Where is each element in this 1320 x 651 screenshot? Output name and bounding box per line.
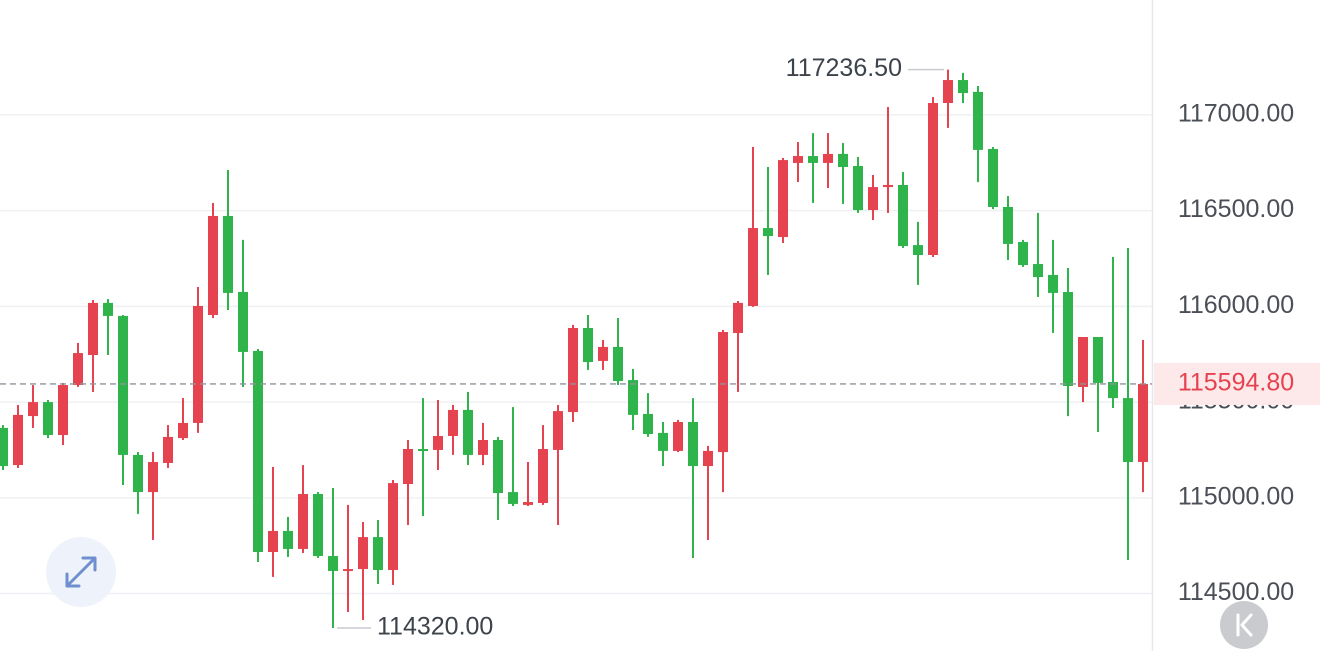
candle-body (538, 448, 548, 503)
back-button[interactable] (1220, 601, 1268, 649)
candle-body (778, 160, 788, 238)
y-tick-label: 115000.00 (1178, 482, 1294, 510)
candle-body (103, 302, 113, 316)
candle-body (463, 409, 473, 455)
candle-body (583, 327, 593, 363)
candle-body (1108, 381, 1118, 399)
candle-body (283, 530, 293, 549)
candle-body (703, 450, 713, 467)
candle-body (808, 156, 818, 163)
candle-body (448, 409, 458, 436)
candle-body (433, 435, 443, 450)
candle-body (1078, 336, 1088, 387)
candle-body (88, 302, 98, 355)
candle-body (313, 493, 323, 557)
candle-body (673, 422, 683, 451)
candle-body (853, 166, 863, 211)
candle-body (358, 537, 368, 570)
candle-body (718, 332, 728, 453)
candle-body (688, 422, 698, 467)
candle-body (28, 402, 38, 417)
last-price-box (1154, 362, 1320, 405)
candle-body (883, 184, 893, 188)
y-tick-label: 117000.00 (1178, 99, 1294, 127)
last-price-label: 115594.80 (1178, 369, 1294, 397)
candle-body (553, 411, 563, 450)
candle-body (298, 493, 308, 549)
candle-body (238, 291, 248, 352)
candle-body (343, 569, 353, 572)
candle-body (973, 91, 983, 150)
y-tick-label: 116500.00 (1178, 195, 1294, 223)
candle-body (898, 184, 908, 247)
candle-body (1003, 206, 1013, 244)
candle-body (493, 439, 503, 494)
candle-body (1063, 291, 1073, 387)
y-tick-label: 114500.00 (1178, 578, 1294, 606)
candle-body (823, 153, 833, 163)
max-label: 117236.50 (786, 54, 902, 82)
candle-body (1093, 336, 1103, 383)
candle-body (403, 448, 413, 485)
labels: 114500.00115000.00115500.00116000.001165… (0, 54, 1320, 641)
candle-body (1138, 383, 1148, 463)
candle-body (763, 228, 773, 237)
candle-body (43, 402, 53, 436)
candle-body (733, 302, 743, 333)
candle-body (523, 502, 533, 505)
candle-body (418, 448, 428, 451)
candle-body (223, 215, 233, 293)
candle-body (793, 156, 803, 163)
candle-body (193, 305, 203, 423)
candle-body (148, 462, 158, 493)
candle-body (613, 346, 623, 382)
candle-body (568, 327, 578, 413)
candle-body (988, 148, 998, 207)
candle-body (373, 537, 383, 571)
candle-body (268, 530, 278, 553)
grid (0, 114, 1152, 595)
candle-body (868, 187, 878, 211)
candle-body (943, 80, 953, 104)
candle-body (913, 245, 923, 256)
candle-body (0, 427, 8, 467)
candle-body (1123, 398, 1133, 463)
candle-body (133, 454, 143, 493)
candle-body (58, 385, 68, 436)
min-label: 114320.00 (377, 613, 493, 641)
candle-body (208, 215, 218, 315)
candle-body (748, 228, 758, 306)
candle-body (388, 483, 398, 571)
candle-body (1048, 274, 1058, 293)
candle-body (643, 413, 653, 435)
candle-body (13, 414, 23, 466)
y-tick-label: 116000.00 (1178, 291, 1294, 319)
candle-body (508, 492, 518, 504)
candle-body (478, 439, 488, 455)
candle-body (328, 556, 338, 571)
candle-body (73, 353, 83, 386)
candle-body (628, 380, 638, 415)
candle-body (598, 346, 608, 361)
candle-body (118, 315, 128, 455)
candle-body (658, 432, 668, 451)
candle-body (838, 153, 848, 167)
expand-button[interactable] (46, 537, 116, 607)
candle-body (928, 103, 938, 256)
candle-body (1018, 242, 1028, 265)
candle-body (1033, 264, 1043, 278)
candle-body (163, 436, 173, 463)
candle-body (178, 422, 188, 439)
candles (0, 69, 1148, 629)
candle-body (958, 80, 968, 94)
candle-body (253, 350, 263, 553)
